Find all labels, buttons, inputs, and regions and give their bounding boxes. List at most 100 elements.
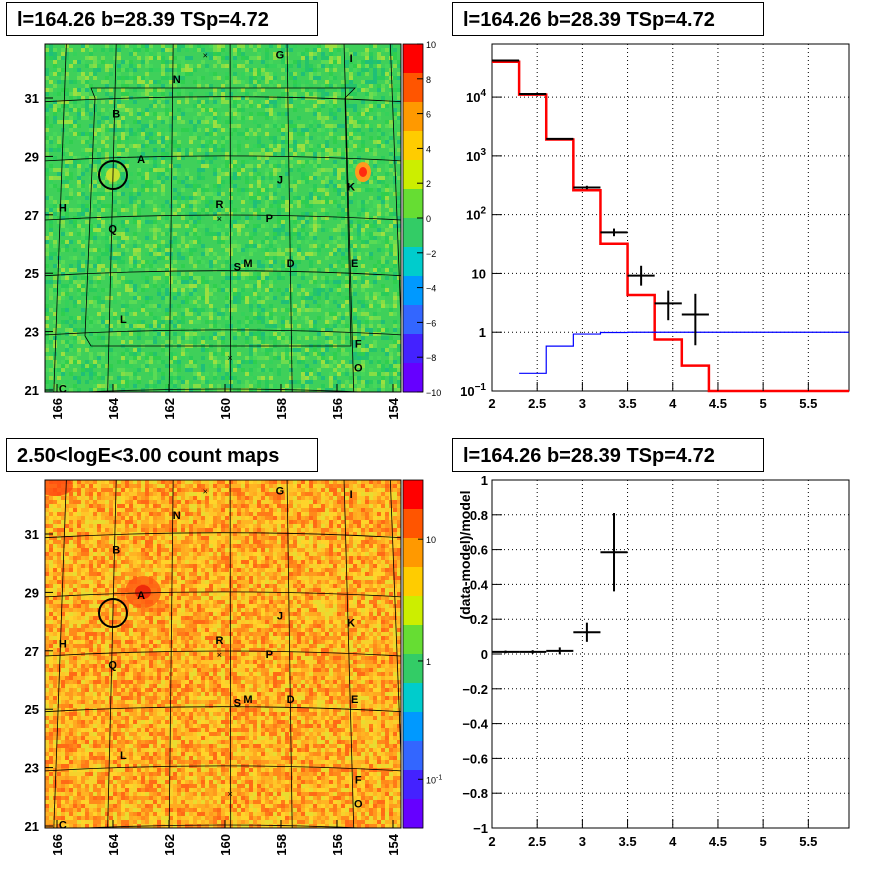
map-pixel bbox=[277, 276, 281, 280]
map-pixel bbox=[61, 368, 65, 372]
map-pixel bbox=[269, 152, 273, 156]
map-pixel bbox=[377, 56, 381, 60]
map-pixel bbox=[329, 132, 333, 136]
map-pixel bbox=[293, 188, 297, 192]
map-pixel bbox=[397, 224, 401, 228]
map-pixel bbox=[177, 164, 181, 168]
map-pixel bbox=[205, 252, 209, 256]
map-pixel bbox=[121, 332, 125, 336]
map-pixel bbox=[253, 264, 257, 268]
map-pixel bbox=[321, 100, 325, 104]
map-pixel bbox=[377, 232, 381, 236]
map-pixel bbox=[349, 68, 353, 72]
map-pixel bbox=[385, 248, 389, 252]
map-pixel bbox=[109, 376, 113, 380]
map-pixel bbox=[181, 496, 185, 500]
map-pixel bbox=[145, 280, 149, 284]
map-pixel bbox=[105, 384, 109, 388]
map-pixel bbox=[45, 252, 49, 256]
map-pixel bbox=[153, 480, 157, 484]
map-pixel bbox=[357, 156, 361, 160]
map-pixel bbox=[249, 100, 253, 104]
map-pixel bbox=[61, 120, 65, 124]
map-pixel bbox=[325, 492, 329, 496]
map-pixel bbox=[377, 248, 381, 252]
map-pixel bbox=[261, 308, 265, 312]
map-pixel bbox=[201, 284, 205, 288]
map-pixel bbox=[373, 240, 377, 244]
map-pixel bbox=[105, 84, 109, 88]
map-pixel bbox=[45, 48, 49, 52]
map-pixel bbox=[393, 144, 397, 148]
map-pixel bbox=[329, 492, 333, 496]
map-pixel bbox=[145, 232, 149, 236]
map-pixel bbox=[361, 200, 365, 204]
map-pixel bbox=[49, 340, 53, 344]
map-pixel bbox=[141, 204, 145, 208]
map-pixel bbox=[393, 488, 397, 492]
map-pixel bbox=[245, 104, 249, 108]
map-pixel bbox=[381, 304, 385, 308]
map-pixel bbox=[49, 244, 53, 248]
map-pixel bbox=[277, 504, 281, 508]
map-pixel bbox=[393, 276, 397, 280]
map-pixel bbox=[209, 200, 213, 204]
map-pixel bbox=[57, 272, 61, 276]
map-pixel bbox=[397, 284, 401, 288]
map-pixel bbox=[81, 80, 85, 84]
map-pixel bbox=[389, 384, 393, 388]
map-pixel bbox=[373, 216, 377, 220]
map-pixel bbox=[341, 180, 345, 184]
map-pixel bbox=[97, 280, 101, 284]
map-pixel bbox=[365, 500, 369, 504]
map-pixel bbox=[357, 180, 361, 184]
map-pixel bbox=[301, 356, 305, 360]
map-pixel bbox=[133, 88, 137, 92]
map-pixel bbox=[81, 288, 85, 292]
map-pixel bbox=[237, 260, 241, 264]
map-pixel bbox=[89, 156, 93, 160]
map-pixel bbox=[117, 496, 121, 500]
map-pixel bbox=[329, 64, 333, 68]
map-pixel bbox=[181, 500, 185, 504]
map-pixel bbox=[385, 124, 389, 128]
map-pixel bbox=[125, 84, 129, 88]
map-pixel bbox=[273, 504, 277, 508]
map-pixel bbox=[289, 380, 293, 384]
colorbar-cell bbox=[403, 247, 423, 262]
map-pixel bbox=[397, 200, 401, 204]
map-pixel bbox=[125, 204, 129, 208]
map-pixel bbox=[245, 324, 249, 328]
map-pixel bbox=[233, 52, 237, 56]
map-pixel bbox=[325, 152, 329, 156]
colorbar-cell bbox=[403, 44, 423, 59]
map-pixel bbox=[89, 492, 93, 496]
map-pixel bbox=[313, 348, 317, 352]
map-pixel bbox=[365, 148, 369, 152]
map-pixel bbox=[129, 488, 133, 492]
map-pixel bbox=[341, 124, 345, 128]
map-pixel bbox=[285, 100, 289, 104]
map-pixel bbox=[209, 44, 213, 48]
map-pixel bbox=[373, 224, 377, 228]
map-pixel bbox=[393, 272, 397, 276]
map-pixel bbox=[53, 108, 57, 112]
map-pixel bbox=[337, 272, 341, 276]
map-pixel bbox=[397, 112, 401, 116]
map-pixel bbox=[297, 352, 301, 356]
map-pixel bbox=[81, 308, 85, 312]
x-tick-label: 164 bbox=[106, 397, 121, 419]
map-pixel bbox=[77, 60, 81, 64]
map-pixel bbox=[353, 316, 357, 320]
map-pixel bbox=[185, 68, 189, 72]
map-pixel bbox=[337, 144, 341, 148]
map-pixel bbox=[57, 140, 61, 144]
map-pixel bbox=[93, 492, 97, 496]
map-pixel bbox=[357, 276, 361, 280]
map-pixel bbox=[49, 232, 53, 236]
map-pixel bbox=[173, 292, 177, 296]
map-pixel bbox=[197, 192, 201, 196]
map-pixel bbox=[353, 312, 357, 316]
map-pixel bbox=[237, 188, 241, 192]
map-pixel bbox=[165, 264, 169, 268]
